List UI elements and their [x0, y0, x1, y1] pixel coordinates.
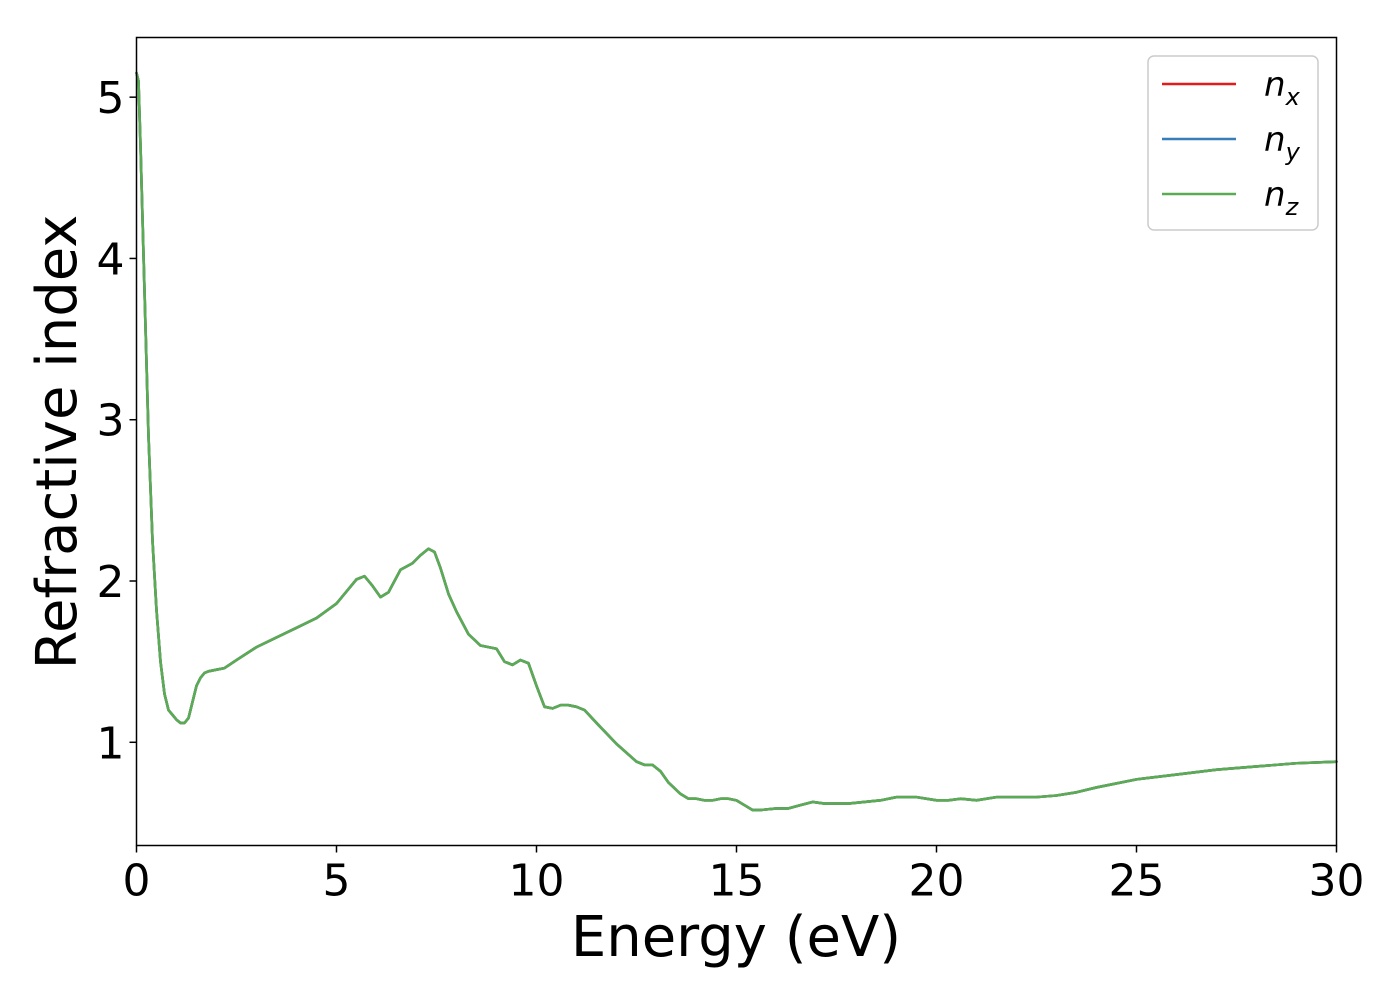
x-tick-label: 15 [709, 856, 765, 907]
x-axis: 0 5 10 15 20 25 30 [123, 845, 1365, 907]
y-tick-label: 4 [97, 234, 125, 285]
x-tick-label: 30 [1309, 856, 1365, 907]
x-tick-label: 25 [1109, 856, 1165, 907]
x-tick-label: 20 [909, 856, 965, 907]
x-axis-title: Energy (eV) [571, 905, 901, 970]
x-tick-label: 0 [123, 856, 151, 907]
y-axis: 1 2 3 4 5 [97, 73, 137, 769]
y-axis-title: Refractive index [25, 215, 90, 670]
series-layer [135, 71, 1338, 812]
x-tick-label: 10 [509, 856, 565, 907]
x-tick-label: 5 [323, 856, 351, 907]
y-tick-label: 1 [97, 718, 125, 769]
legend-box [1147, 55, 1319, 231]
y-tick-label: 2 [97, 557, 125, 608]
legend-label-n-x: nx [1264, 65, 1301, 111]
y-tick-label: 3 [97, 396, 125, 447]
series-line-n-z [135, 71, 1338, 812]
legend-label-n-z: nz [1264, 175, 1300, 221]
legend: nx ny nz [1147, 55, 1319, 231]
y-tick-label: 5 [97, 73, 125, 124]
legend-label-n-y: ny [1264, 120, 1301, 166]
